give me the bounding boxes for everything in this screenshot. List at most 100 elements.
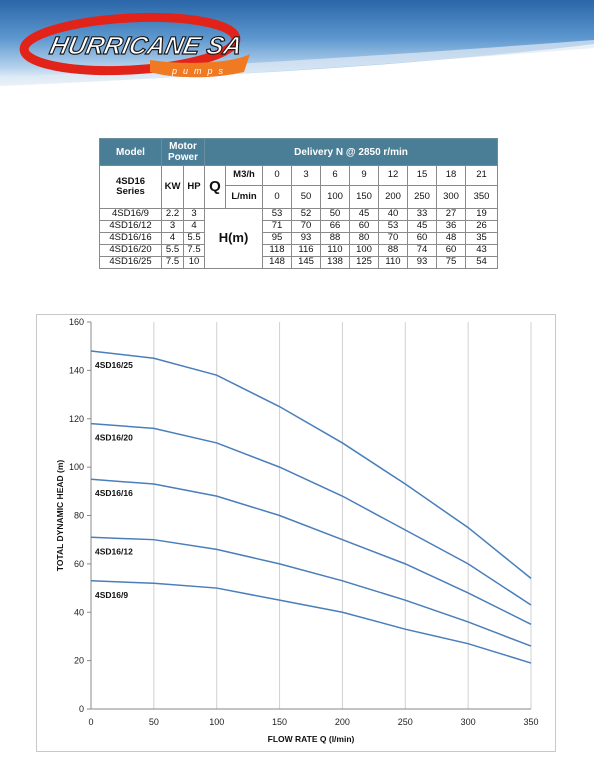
head-cell: 110 xyxy=(378,256,408,269)
model-header: Model xyxy=(99,138,162,166)
kw-cell: 3 xyxy=(161,220,184,233)
lmin-value: 250 xyxy=(407,185,437,209)
y-axis-title: TOTAL DYNAMIC HEAD (m) xyxy=(55,460,65,572)
head-cell: 27 xyxy=(436,208,466,221)
table-row: 4SD16/9 2.2 3 H(m) 53 52 50 45 40 33 27 … xyxy=(99,208,499,269)
m3h-value: 3 xyxy=(291,165,321,186)
m3h-value: 12 xyxy=(378,165,408,186)
head-cell: 100 xyxy=(349,244,379,257)
lmin-value: 50 xyxy=(291,185,321,209)
m3h-value: 15 xyxy=(407,165,437,186)
head-cell: 36 xyxy=(436,220,466,233)
lmin-row: L/min 0 50 100 150 200 250 300 350 xyxy=(100,185,499,209)
table-row: 4SD16/25 7.5 10 148 145 138 125 110 93 7… xyxy=(99,256,499,269)
y-tick-label: 80 xyxy=(74,511,84,521)
y-tick-label: 0 xyxy=(79,704,84,714)
y-tick-label: 60 xyxy=(74,559,84,569)
head-cell: 19 xyxy=(464,208,499,221)
head-cell: 71 xyxy=(262,220,292,233)
delivery-header: Delivery N @ 2850 r/min xyxy=(203,138,499,166)
head-cell: 52 xyxy=(291,208,321,221)
x-tick-label: 250 xyxy=(398,717,413,727)
m3h-value: 6 xyxy=(320,165,350,186)
table-row: 4SD16/16 4 5.5 95 93 88 80 70 60 48 35 xyxy=(99,232,499,245)
head-cell: 60 xyxy=(349,220,379,233)
head-cell: 148 xyxy=(262,256,292,269)
head-cell: 48 xyxy=(436,232,466,245)
y-tick-label: 140 xyxy=(69,365,84,375)
hp-cell: 7.5 xyxy=(183,244,205,257)
series-label: 4SD16 Series xyxy=(99,165,162,209)
head-cell: 110 xyxy=(320,244,350,257)
series-line xyxy=(90,478,532,626)
head-cell: 40 xyxy=(378,208,408,221)
head-cell: 53 xyxy=(262,208,292,221)
series-line xyxy=(90,536,532,647)
head-cell: 93 xyxy=(407,256,437,269)
head-cell: 60 xyxy=(407,232,437,245)
m3h-value: 21 xyxy=(464,165,499,186)
model-cell: 4SD16/20 xyxy=(99,244,162,257)
head-cell: 33 xyxy=(407,208,437,221)
model-cell: 4SD16/9 xyxy=(99,208,162,221)
hp-cell: 10 xyxy=(183,256,205,269)
m3h-row: 4SD16 Series KW HP Q M3/h 0 3 6 9 12 15 … xyxy=(99,165,499,209)
table-row: 4SD16/12 3 4 71 70 66 60 53 45 36 26 xyxy=(99,220,499,233)
head-cell: 43 xyxy=(464,244,499,257)
head-cell: 26 xyxy=(464,220,499,233)
series-label: 4SD16/9 xyxy=(95,590,128,600)
head-cell: 45 xyxy=(349,208,379,221)
m3h-value: 9 xyxy=(349,165,379,186)
x-tick-label: 100 xyxy=(209,717,224,727)
kw-cell: 4 xyxy=(161,232,184,245)
head-cell: 145 xyxy=(291,256,321,269)
y-tick-label: 100 xyxy=(69,462,84,472)
head-cell: 80 xyxy=(349,232,379,245)
series-label: 4SD16/20 xyxy=(95,433,133,443)
m3h-value: 0 xyxy=(262,165,292,186)
hurricane-logo: HURRICANE SA pumps xyxy=(19,12,250,78)
head-cell: 70 xyxy=(291,220,321,233)
chart-svg: 0 20 40 60 80 100 120 140 160 0 50 100 150 200 250 300 3… xyxy=(55,317,539,744)
y-tick-label: 40 xyxy=(74,607,84,617)
head-cell: 60 xyxy=(436,244,466,257)
head-cell: 45 xyxy=(407,220,437,233)
banner-graphic: HURRICANE SA pumps xyxy=(0,0,594,86)
lmin-value: 0 xyxy=(262,185,292,209)
head-cell: 75 xyxy=(436,256,466,269)
x-tick-label: 300 xyxy=(461,717,476,727)
head-cell: 88 xyxy=(378,244,408,257)
kw-header: KW xyxy=(161,165,184,209)
head-cell: 95 xyxy=(262,232,292,245)
lmin-value: 300 xyxy=(436,185,466,209)
head-cell: 125 xyxy=(349,256,379,269)
series-label: 4SD16/16 xyxy=(95,488,133,498)
series-line xyxy=(90,422,532,606)
logo-text: HURRICANE SA xyxy=(47,32,244,60)
x-tick-label: 50 xyxy=(149,717,159,727)
head-cell: 66 xyxy=(320,220,350,233)
kw-cell: 7.5 xyxy=(161,256,184,269)
y-tick-label: 120 xyxy=(69,414,84,424)
model-cell: 4SD16/16 xyxy=(99,232,162,245)
hp-cell: 5.5 xyxy=(183,232,205,245)
header-banner: HURRICANE SA pumps xyxy=(0,0,594,92)
head-cell: 53 xyxy=(378,220,408,233)
h-label: H(m) xyxy=(204,208,263,269)
hp-cell: 3 xyxy=(183,208,205,221)
lmin-value: 100 xyxy=(320,185,350,209)
head-cell: 93 xyxy=(291,232,321,245)
logo-subtext: pumps xyxy=(171,66,229,76)
y-tick-label: 20 xyxy=(74,656,84,666)
head-cell: 138 xyxy=(320,256,350,269)
head-cell: 118 xyxy=(262,244,292,257)
model-cell: 4SD16/12 xyxy=(99,220,162,233)
head-cell: 70 xyxy=(378,232,408,245)
y-tick-label: 160 xyxy=(69,317,84,327)
kw-cell: 2.2 xyxy=(161,208,184,221)
x-tick-label: 150 xyxy=(272,717,287,727)
head-cell: 35 xyxy=(464,232,499,245)
head-cell: 88 xyxy=(320,232,350,245)
x-axis-title: FLOW RATE Q (l/min) xyxy=(268,734,355,744)
m3h-value: 18 xyxy=(436,165,466,186)
